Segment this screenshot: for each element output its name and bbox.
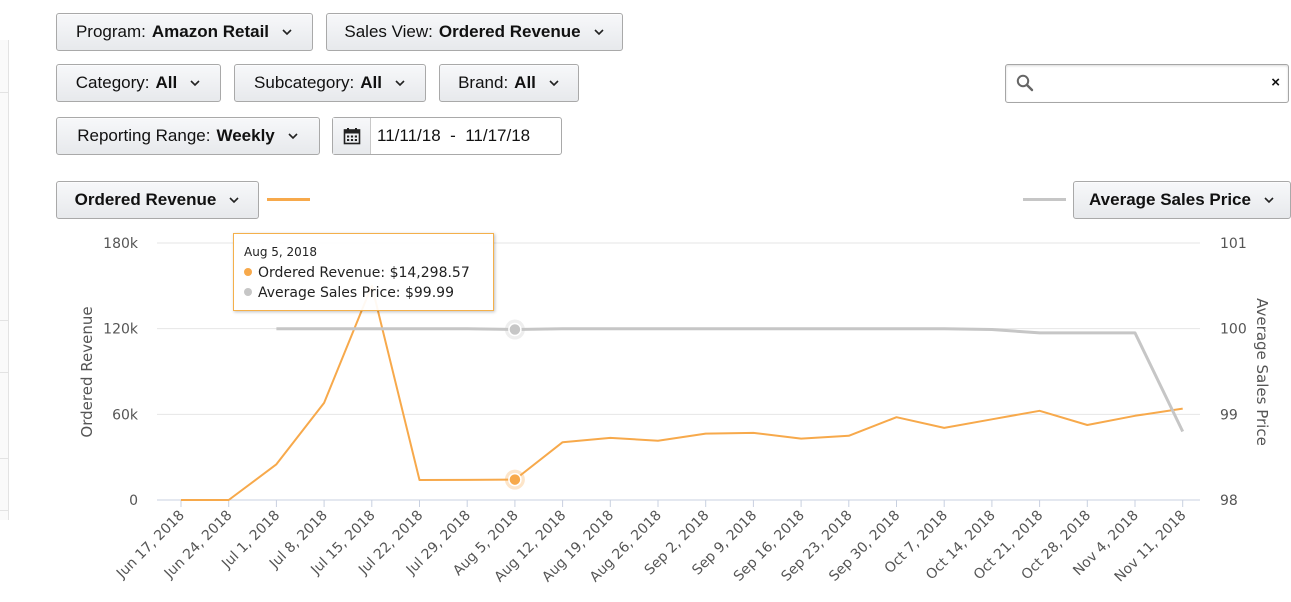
- tooltip-row-asp: Average Sales Price: $99.99: [244, 283, 483, 303]
- y2-tick-label: 98: [1220, 493, 1238, 509]
- chart-tooltip: Aug 5, 2018 Ordered Revenue: $14,298.57 …: [233, 233, 494, 311]
- y-axis-title: Ordered Revenue: [78, 306, 96, 437]
- y-tick-label: 60k: [112, 407, 139, 423]
- category-label: Category:: [75, 73, 150, 92]
- search-box[interactable]: ×: [1005, 64, 1289, 103]
- category-value: All: [155, 73, 178, 92]
- date-range-text[interactable]: 11/11/18 - 11/17/18: [377, 126, 531, 145]
- y-tick-label: 180k: [103, 236, 139, 252]
- tooltip-revenue-value: $14,298.57: [389, 265, 470, 281]
- sales-view-dropdown[interactable]: Sales View: Ordered Revenue: [326, 13, 623, 51]
- reporting-range-label: Reporting Range:: [77, 126, 211, 145]
- chevron-down-icon: [287, 130, 299, 142]
- tooltip-date: Aug 5, 2018: [244, 245, 318, 259]
- left-panel-edge: [0, 40, 9, 520]
- date-range-picker[interactable]: 11/11/18 - 11/17/18: [332, 117, 562, 155]
- subcategory-value: All: [360, 73, 382, 92]
- program-value: Amazon Retail: [151, 22, 270, 41]
- sales-chart[interactable]: 0 60k 120k 180k 98 99 100 101 Ordered Revenue Ave…: [0, 225, 1291, 602]
- chevron-down-icon: [228, 194, 240, 206]
- right-metric-dropdown[interactable]: Average Sales Price: [1073, 181, 1291, 219]
- y-tick-label: 120k: [103, 322, 139, 338]
- revenue-dot-icon: [244, 268, 252, 276]
- left-metric-legend-line: [267, 198, 310, 201]
- sales-view-value: Ordered Revenue: [438, 22, 581, 41]
- brand-label: Brand:: [458, 73, 509, 92]
- asp-series-line: [276, 327, 1185, 433]
- y2-tick-label: 101: [1220, 236, 1247, 252]
- program-label: Program:: [75, 22, 146, 41]
- brand-dropdown[interactable]: Brand: All: [439, 64, 579, 102]
- y-tick-label: 0: [129, 493, 138, 509]
- brand-value: All: [514, 73, 536, 92]
- asp-dot-icon: [244, 288, 252, 296]
- program-dropdown[interactable]: Program: Amazon Retail: [56, 13, 313, 51]
- revenue-hover-point: [508, 472, 522, 487]
- chevron-down-icon: [189, 77, 201, 89]
- reporting-range-value: Weekly: [216, 126, 275, 145]
- tooltip-asp-value: $99.99: [404, 285, 454, 301]
- search-icon: [1016, 74, 1034, 97]
- right-metric-label: Average Sales Price: [1089, 190, 1251, 209]
- sales-view-label: Sales View:: [344, 22, 433, 41]
- chevron-down-icon: [281, 26, 293, 38]
- asp-hover-point: [508, 322, 522, 337]
- chevron-down-icon: [548, 77, 560, 89]
- chevron-down-icon: [394, 77, 406, 89]
- left-metric-label: Ordered Revenue: [74, 190, 217, 209]
- subcategory-dropdown[interactable]: Subcategory: All: [234, 64, 426, 102]
- reporting-range-dropdown[interactable]: Reporting Range: Weekly: [56, 117, 320, 155]
- left-metric-dropdown[interactable]: Ordered Revenue: [56, 181, 259, 219]
- category-dropdown[interactable]: Category: All: [56, 64, 221, 102]
- tooltip-asp-label: Average Sales Price:: [258, 285, 401, 301]
- search-input[interactable]: [1042, 71, 1266, 97]
- clear-icon[interactable]: ×: [1271, 74, 1280, 91]
- chevron-down-icon: [593, 26, 605, 38]
- subcategory-label: Subcategory:: [254, 73, 355, 92]
- calendar-icon[interactable]: [333, 118, 371, 154]
- tooltip-revenue-label: Ordered Revenue:: [258, 265, 386, 281]
- y2-tick-label: 100: [1220, 322, 1247, 338]
- y2-tick-label: 99: [1220, 407, 1238, 423]
- tooltip-row-revenue: Ordered Revenue: $14,298.57: [244, 263, 483, 283]
- revenue-series-line: [181, 284, 1183, 501]
- y2-axis-title: Average Sales Price: [1253, 298, 1271, 446]
- chevron-down-icon: [1263, 194, 1275, 206]
- right-metric-legend-line: [1023, 198, 1066, 201]
